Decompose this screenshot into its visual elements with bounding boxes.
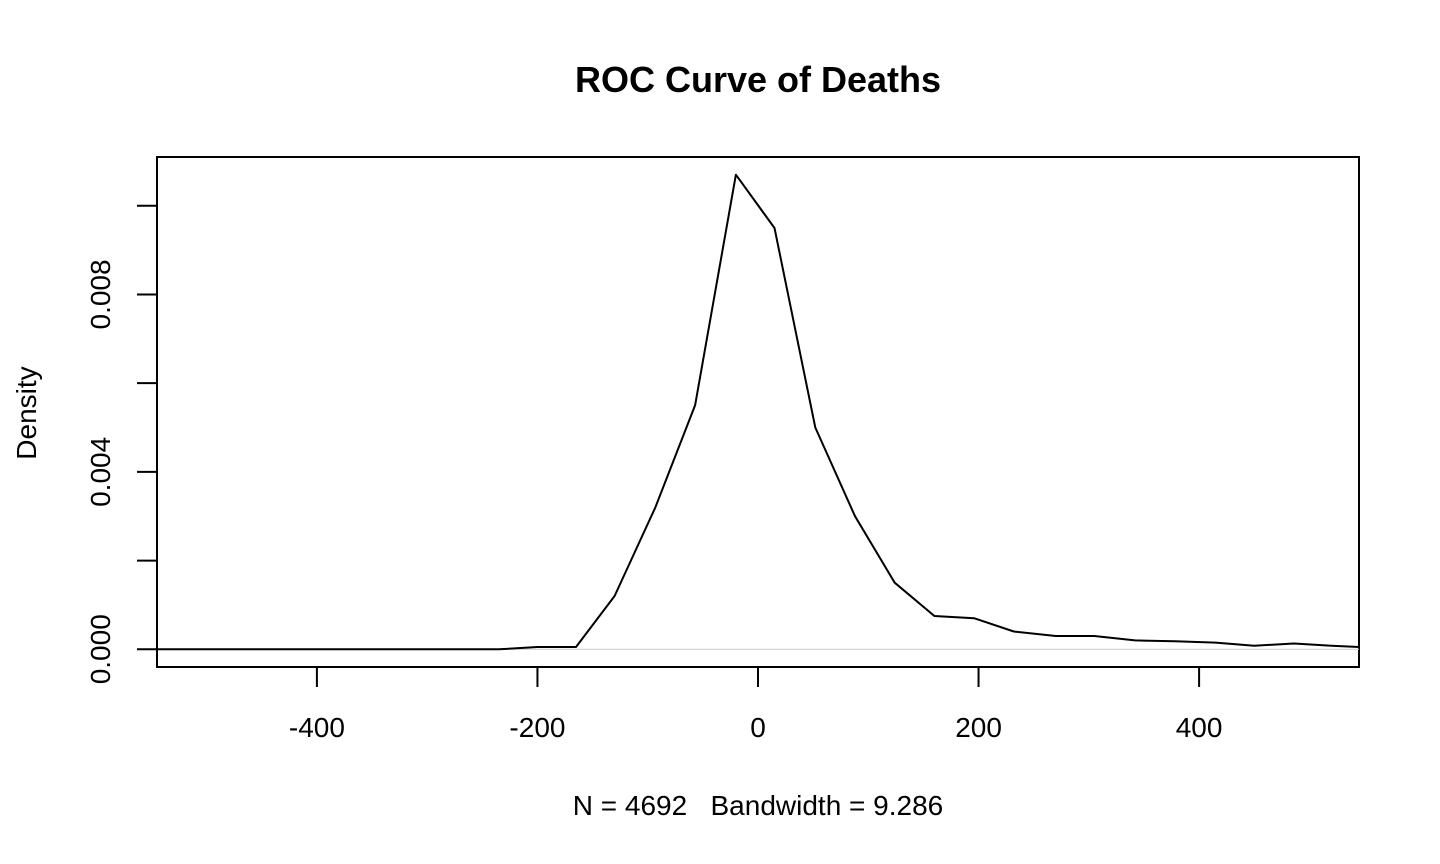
- y-tick-label: 0.000: [85, 614, 116, 684]
- y-tick-label: 0.008: [85, 259, 116, 329]
- chart-title: ROC Curve of Deaths: [575, 59, 941, 100]
- x-tick-label: 400: [1176, 712, 1223, 743]
- plot-area: -400 -200 0 200 400 0.000 0.004 0.008: [85, 156, 1360, 743]
- y-tick-label: 0.004: [85, 437, 116, 507]
- x-tick-label: -400: [289, 712, 345, 743]
- x-tick-label: -200: [509, 712, 565, 743]
- x-axis-label: N = 4692 Bandwidth = 9.286: [573, 790, 944, 821]
- x-tick-label: 200: [955, 712, 1002, 743]
- density-line: [157, 173, 1360, 651]
- plot-frame: [156, 156, 1360, 668]
- y-axis-label: Density: [11, 366, 42, 459]
- x-tick-label: 0: [750, 712, 766, 743]
